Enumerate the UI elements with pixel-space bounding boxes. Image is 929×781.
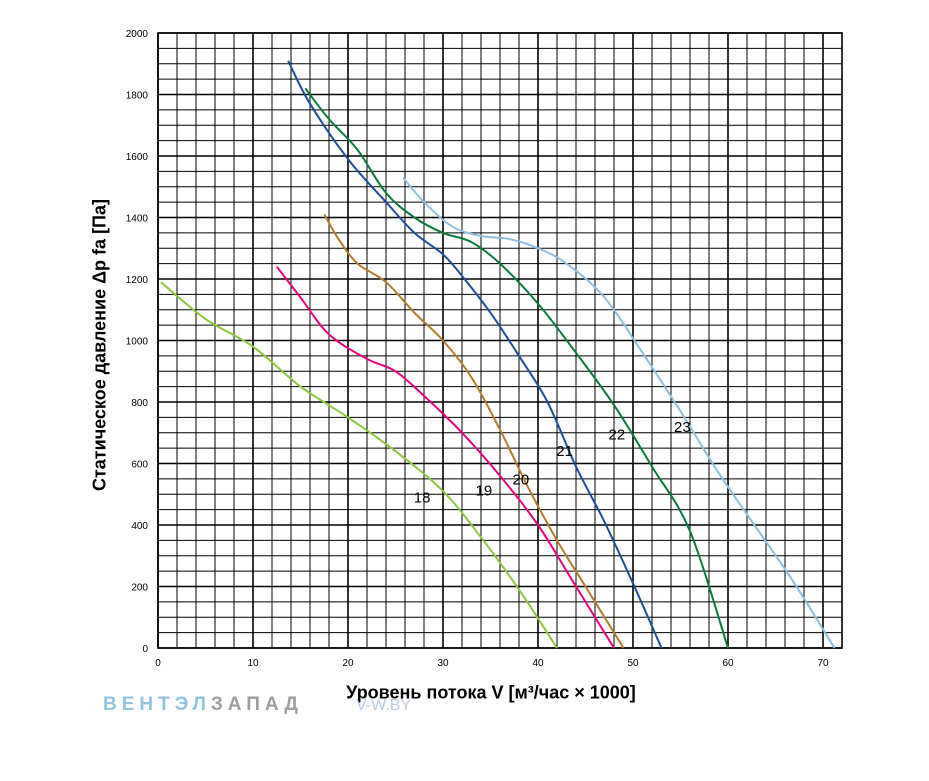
series-line-20: [323, 213, 625, 649]
series-label-22: 22: [609, 426, 626, 443]
y-tick-label: 0: [142, 644, 148, 655]
x-tick-label: 40: [532, 658, 544, 669]
y-tick-label: 400: [131, 521, 148, 532]
y-tick-label: 800: [131, 398, 148, 409]
plot-frame: [157, 32, 843, 649]
brand-logo: ВЕНТЭЛЗАПАД: [103, 694, 303, 716]
y-tick-label: 600: [131, 460, 148, 471]
axis-ticks: 0 200 400 600 800 1000 1200 1400 1600 1800 2000 0 10…: [126, 29, 829, 669]
y-tick-label: 1800: [126, 91, 149, 102]
series-line-22: [304, 87, 729, 649]
y-tick-label: 2000: [126, 29, 149, 40]
x-tick-label: 50: [627, 658, 639, 669]
series-line-18: [160, 281, 558, 649]
y-tick-label: 1400: [126, 214, 149, 225]
brand-part1: ВЕНТЭЛ: [103, 694, 211, 715]
y-tick-label: 1600: [126, 152, 149, 163]
series-labels: 18 19 20 21 22 23: [414, 419, 691, 506]
series-line-19: [276, 266, 615, 649]
series-label-23: 23: [674, 419, 691, 436]
series-label-19: 19: [476, 483, 493, 500]
y-tick-label: 200: [131, 583, 148, 594]
series-label-21: 21: [556, 443, 573, 460]
x-axis-label: Уровень потока V [м³/час × 1000]: [346, 682, 636, 703]
series-label-20: 20: [513, 471, 530, 488]
x-tick-label: 0: [155, 658, 161, 669]
chart-series: [160, 60, 836, 649]
y-tick-label: 1200: [126, 275, 149, 286]
x-tick-label: 10: [247, 658, 259, 669]
x-tick-label: 60: [722, 658, 734, 669]
x-tick-label: 20: [342, 658, 354, 669]
x-tick-label: 70: [817, 658, 829, 669]
site-watermark: V-W.BY: [356, 697, 412, 714]
brand-part2: ЗАПАД: [210, 694, 303, 715]
series-label-18: 18: [414, 489, 431, 506]
x-tick-label: 30: [437, 658, 449, 669]
series-line-23: [402, 176, 836, 649]
y-tick-label: 1000: [126, 337, 149, 348]
chart-grid: [157, 32, 843, 649]
series-line-21: [287, 60, 663, 649]
y-axis-label: Статическое давление Δp fa [Па]: [89, 198, 110, 492]
